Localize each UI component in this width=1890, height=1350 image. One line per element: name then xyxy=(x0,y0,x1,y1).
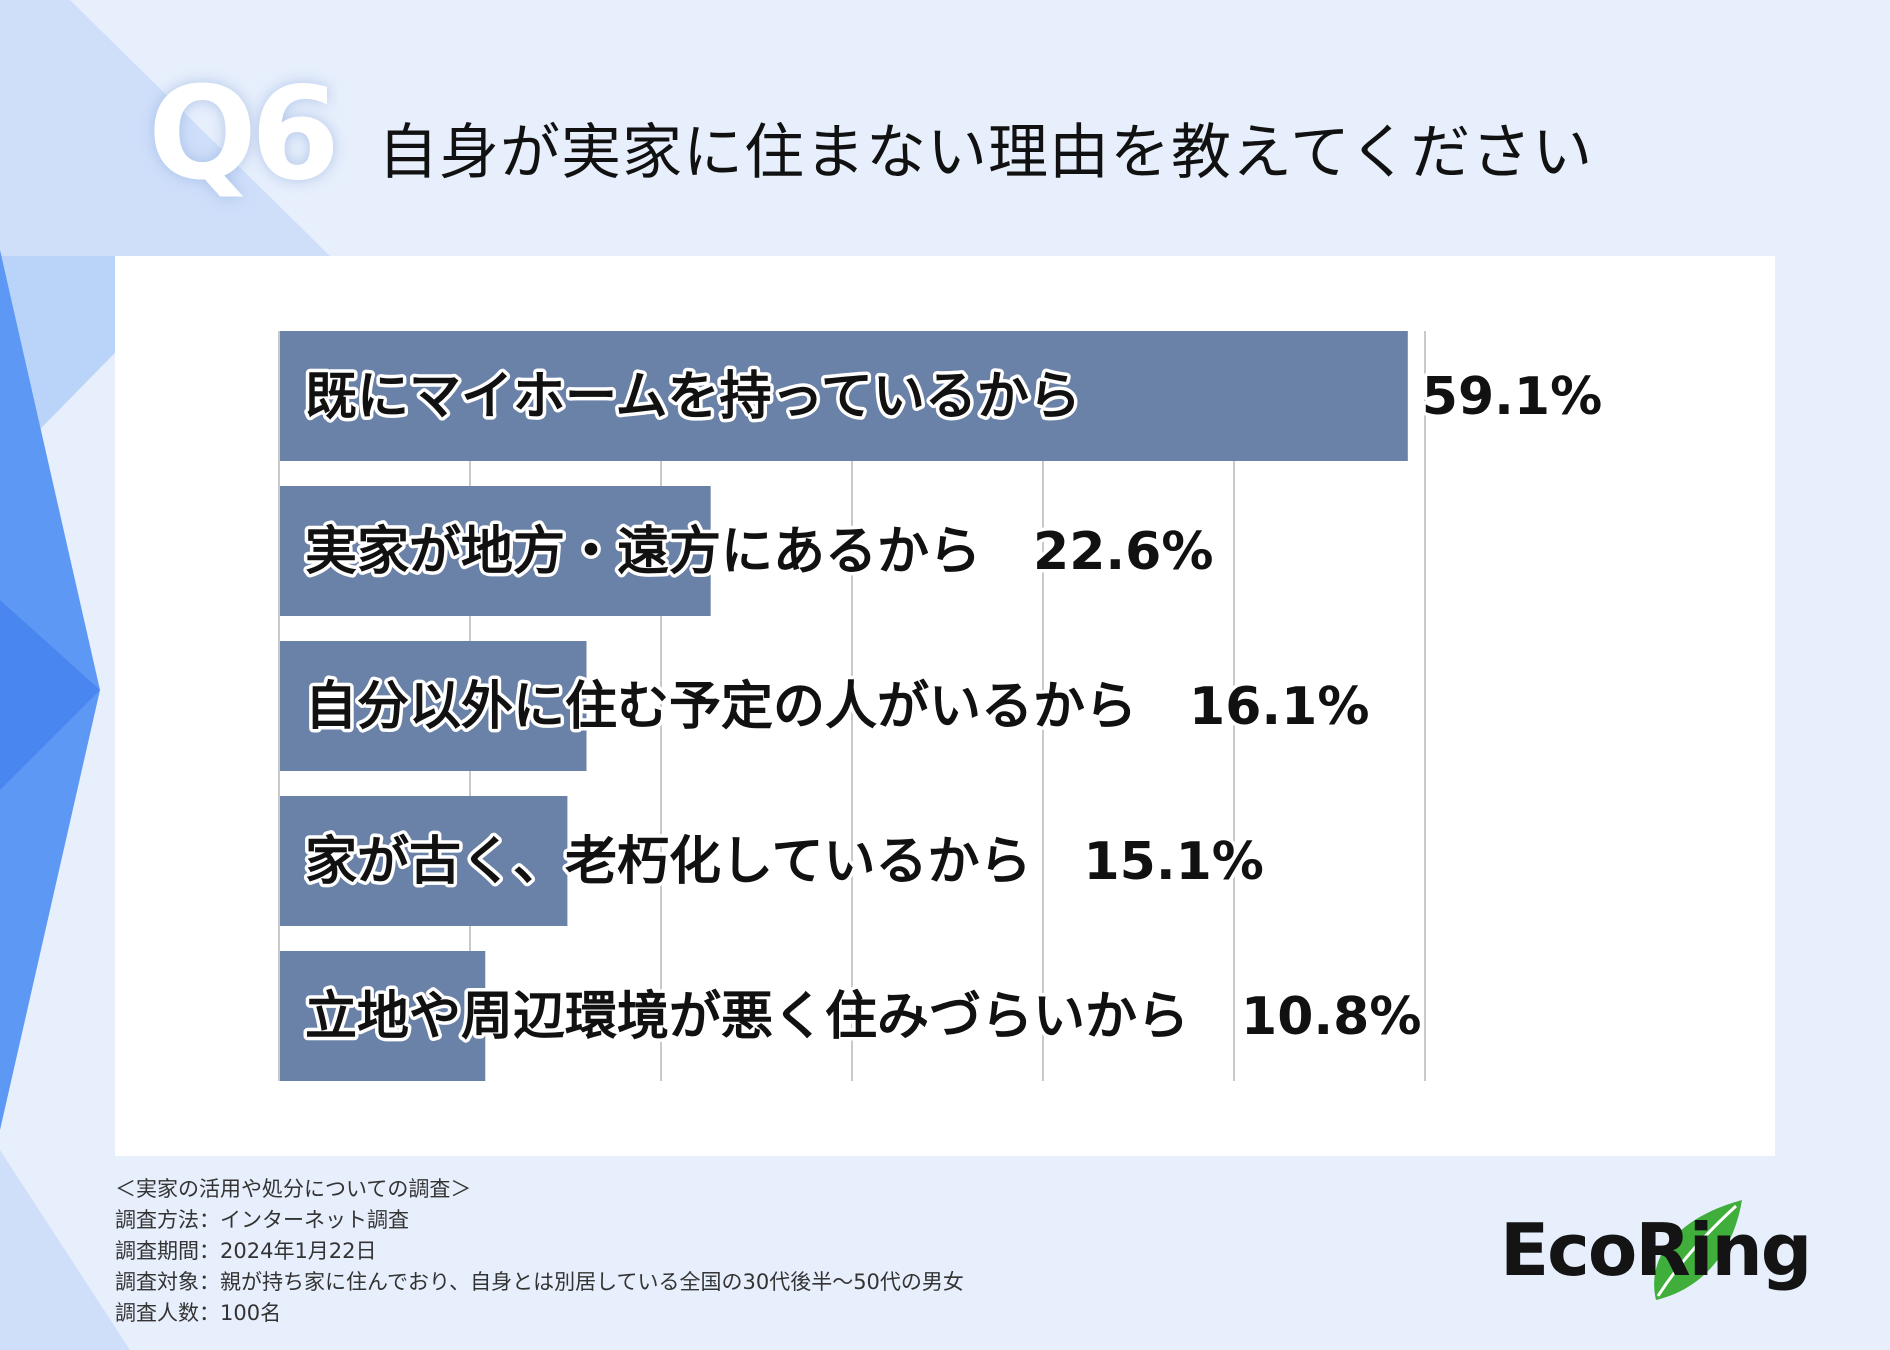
page-title: 自身が実家に住まない理由を教えてください xyxy=(378,118,1594,188)
category-label: 実家が地方・遠方にあるから xyxy=(305,522,981,582)
bar xyxy=(279,641,587,771)
logo-text: EcoRing xyxy=(1500,1208,1812,1292)
value-label: 10.8% xyxy=(1241,987,1421,1047)
category-label: 立地や周辺環境が悪く住みづらいから xyxy=(305,987,1189,1047)
bar xyxy=(279,951,486,1081)
survey-period: 調査期間：2024年1月22日 xyxy=(115,1239,377,1263)
question-number: Q6 xyxy=(148,60,340,209)
value-label: 59.1% xyxy=(1422,367,1602,427)
ecoring-logo: EcoRing xyxy=(1496,1188,1812,1308)
survey-method: 調査方法：インターネット調査 xyxy=(115,1208,409,1232)
bar xyxy=(279,486,711,616)
category-label: 既にマイホームを持っているから xyxy=(305,367,1081,427)
value-label: 16.1% xyxy=(1189,677,1369,737)
survey-name: ＜実家の活用や処分についての調査＞ xyxy=(115,1177,472,1201)
chart-card: 既にマイホームを持っているから 59.1% 実家が地方・遠方にあるから 22.6% 自分… xyxy=(115,256,1775,1156)
value-label: 22.6% xyxy=(1033,522,1213,582)
bar xyxy=(279,796,568,926)
category-label: 自分以外に住む予定の人がいるから xyxy=(305,677,1137,737)
bar-chart: 既にマイホームを持っているから 59.1% 実家が地方・遠方にあるから 22.6% 自分… xyxy=(278,331,1606,1081)
survey-footnote: ＜実家の活用や処分についての調査＞ 調査方法：インターネット調査 調査期間：20… xyxy=(115,1174,964,1329)
category-label: 家が古く、老朽化しているから xyxy=(305,832,1031,892)
leaf-icon xyxy=(1654,1200,1742,1300)
value-label: 15.1% xyxy=(1083,832,1263,892)
survey-count: 調査人数：100名 xyxy=(115,1301,282,1325)
bar xyxy=(279,331,1408,461)
survey-target: 調査対象：親が持ち家に住んでおり、自身とは別居している全国の30代後半〜50代の… xyxy=(115,1270,964,1294)
